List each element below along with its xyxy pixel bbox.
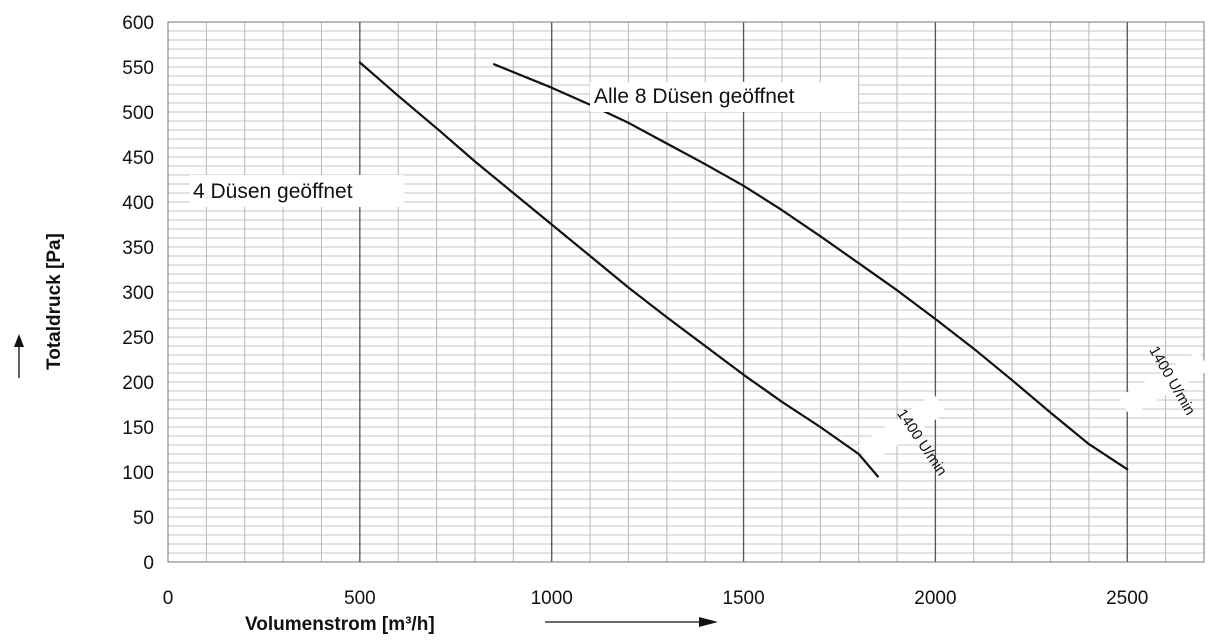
y-tick-label: 250: [122, 328, 154, 349]
x-tick-label: 1500: [722, 588, 764, 609]
x-tick-label: 2000: [914, 588, 956, 609]
y-tick-label: 150: [122, 418, 154, 439]
x-tick-label: 2500: [1106, 588, 1148, 609]
y-tick-label: 450: [122, 148, 154, 169]
x-tick-label: 0: [163, 588, 174, 609]
y-tick-label: 350: [122, 238, 154, 259]
grid-major: [359, 22, 1128, 562]
y-tick-label: 600: [122, 13, 154, 34]
x-axis-arrow: [545, 617, 718, 627]
annotation-alle-8-duesen: Alle 8 Düsen geöffnet: [594, 85, 795, 108]
y-tick-label: 200: [122, 373, 154, 394]
x-axis-ticks: 0 500 1000 1500 2000 2500: [163, 588, 1149, 609]
series-line-1: [358, 61, 879, 478]
annotation-4-duesen: 4 Düsen geöffnet: [193, 180, 353, 203]
x-tick-label: 1000: [531, 588, 573, 609]
x-tick-label: 500: [344, 588, 376, 609]
y-tick-label: 400: [122, 193, 154, 214]
y-tick-label: 300: [122, 283, 154, 304]
x-axis-title: Volumenstrom [m³/h]: [245, 614, 435, 635]
y-axis-ticks: 0 50 100 150 200 250 300 350 400 450 500 550 600: [122, 13, 154, 574]
y-tick-label: 100: [122, 463, 154, 484]
series-line-2: [493, 63, 1129, 471]
y-axis-arrow: [14, 334, 24, 378]
plot-frame: [167, 21, 1205, 563]
series-layer: [358, 61, 1129, 478]
y-tick-label: 0: [143, 553, 154, 574]
y-tick-label: 50: [133, 508, 154, 529]
y-tick-label: 500: [122, 103, 154, 124]
y-axis-title: Totaldruck [Pa]: [44, 233, 65, 370]
y-tick-label: 550: [122, 58, 154, 79]
